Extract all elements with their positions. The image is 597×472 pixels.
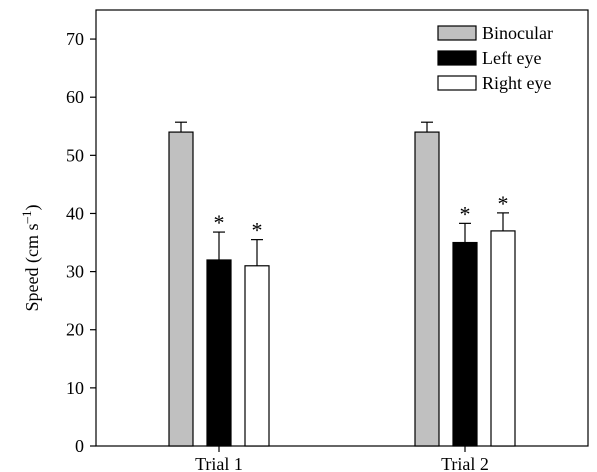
bar xyxy=(414,131,440,447)
legend-swatch xyxy=(437,50,477,66)
bars: * * * * xyxy=(168,121,516,447)
y-tick-label: 10 xyxy=(66,378,84,398)
x-tick-label: Trial 2 xyxy=(441,454,489,472)
bar xyxy=(206,259,232,447)
significance-marker: * xyxy=(498,191,509,216)
legend: Binocular Left eye Right eye xyxy=(437,23,553,93)
y-tick-label: 60 xyxy=(66,87,84,107)
legend-swatch xyxy=(437,25,477,41)
bar xyxy=(168,131,194,447)
y-axis-title: Speed (cm s–1) xyxy=(19,205,43,312)
plot-border xyxy=(95,9,589,447)
y-axis-title-main: Speed (cm s xyxy=(22,224,43,312)
significance-marker: * xyxy=(214,210,225,235)
y-axis: 0 10 20 30 40 50 60 70 xyxy=(66,29,96,456)
x-tick-label: Trial 1 xyxy=(195,454,243,472)
bar xyxy=(452,241,478,447)
y-tick-label: 0 xyxy=(75,436,84,456)
x-axis: Trial 1 Trial 2 xyxy=(195,446,489,472)
y-tick-label: 70 xyxy=(66,29,84,49)
bar xyxy=(244,265,270,447)
y-tick-label: 50 xyxy=(66,145,84,165)
y-axis-title-sup: –1 xyxy=(19,211,34,225)
significance-marker: * xyxy=(460,201,471,226)
plot-frame xyxy=(95,9,589,447)
legend-label: Binocular xyxy=(482,23,553,43)
y-tick-label: 40 xyxy=(66,203,84,223)
legend-swatch xyxy=(437,75,477,91)
legend-label: Left eye xyxy=(482,48,541,68)
y-axis-title-close: ) xyxy=(22,205,43,211)
legend-label: Right eye xyxy=(482,73,552,93)
bar xyxy=(490,230,516,447)
y-tick-label: 30 xyxy=(66,262,84,282)
significance-marker: * xyxy=(252,218,263,243)
y-tick-label: 20 xyxy=(66,320,84,340)
